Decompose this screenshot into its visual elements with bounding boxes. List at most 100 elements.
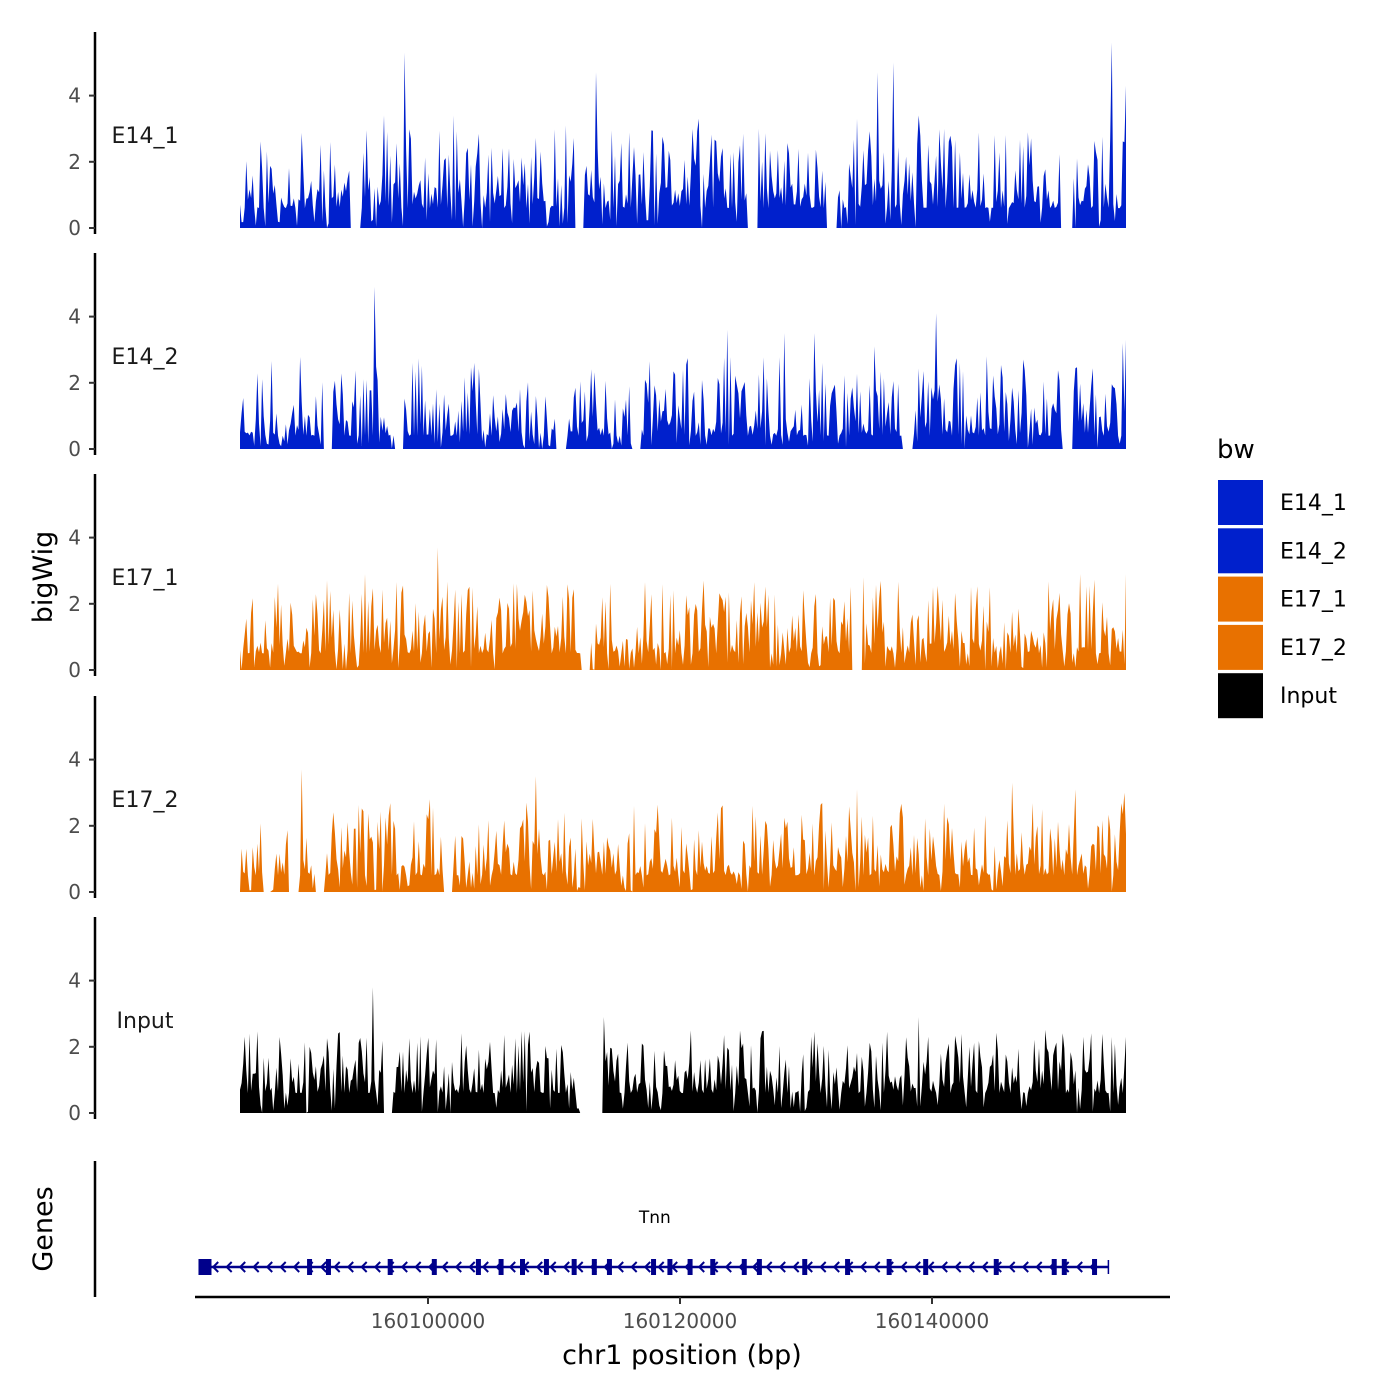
strand-arrow bbox=[940, 1261, 948, 1273]
track-panel-Input: 0 2 4 Input bbox=[68, 917, 1126, 1125]
gene-exon bbox=[325, 1259, 331, 1275]
strand-arrow bbox=[751, 1261, 759, 1273]
y-tick-label: 2 bbox=[68, 1035, 81, 1059]
legend-title: bw bbox=[1217, 435, 1255, 465]
strand-arrow bbox=[238, 1261, 246, 1273]
legend: bw E14_1 E14_2 E17_1 E17_2 Input bbox=[1217, 435, 1347, 719]
strand-arrow bbox=[468, 1261, 476, 1273]
y-tick-label: 0 bbox=[68, 880, 81, 904]
legend-key-Input bbox=[1218, 673, 1263, 719]
track-panel-E14_2: 0 2 4 E14_2 bbox=[68, 253, 1126, 461]
gene-exon bbox=[307, 1259, 313, 1275]
legend-label-E14_1: E14_1 bbox=[1280, 491, 1347, 516]
strand-arrow bbox=[319, 1261, 327, 1273]
gene-exon bbox=[1092, 1259, 1098, 1275]
strand-arrow bbox=[1035, 1261, 1043, 1273]
track-label-Input: Input bbox=[117, 1009, 174, 1034]
strand-arrow bbox=[967, 1261, 975, 1273]
gene-exon bbox=[431, 1259, 437, 1275]
gene-exon bbox=[543, 1259, 549, 1275]
strand-arrow bbox=[778, 1261, 786, 1273]
legend-label-E17_2: E17_2 bbox=[1280, 636, 1347, 661]
gene-name-label: Tnn bbox=[638, 1208, 671, 1228]
strand-arrow bbox=[819, 1261, 827, 1273]
gene-exon bbox=[591, 1259, 597, 1275]
strand-arrow bbox=[859, 1261, 867, 1273]
strand-arrow bbox=[724, 1261, 732, 1273]
y-tick-label: 4 bbox=[68, 526, 81, 550]
gene-layer: Tnn bbox=[93, 1161, 1110, 1297]
gene-exon bbox=[1061, 1259, 1067, 1275]
y-tick-label: 2 bbox=[68, 371, 81, 395]
strand-arrow bbox=[400, 1261, 408, 1273]
track-label-E14_1: E14_1 bbox=[112, 124, 179, 149]
strand-arrow bbox=[576, 1261, 584, 1273]
strand-arrow bbox=[414, 1261, 422, 1273]
strand-arrow bbox=[252, 1261, 260, 1273]
legend-key-E17_1 bbox=[1218, 576, 1263, 622]
gene-exon bbox=[1051, 1259, 1057, 1275]
genes-axis-title: Genes bbox=[28, 1186, 59, 1271]
y-tick-label: 2 bbox=[68, 814, 81, 838]
legend-label-E14_2: E14_2 bbox=[1280, 539, 1347, 564]
gene-exon bbox=[993, 1259, 999, 1275]
gene-exon bbox=[387, 1259, 393, 1275]
gene-exon bbox=[198, 1259, 212, 1275]
legend-key-E14_1 bbox=[1218, 480, 1263, 525]
strand-arrow bbox=[954, 1261, 962, 1273]
gene-exon bbox=[651, 1259, 657, 1275]
y-tick-label: 2 bbox=[68, 592, 81, 616]
strand-arrow bbox=[549, 1261, 557, 1273]
strand-arrow bbox=[265, 1261, 273, 1273]
coverage-area-E17_1 bbox=[240, 547, 1126, 670]
strand-arrow bbox=[454, 1261, 462, 1273]
strand-arrow bbox=[832, 1261, 840, 1273]
strand-arrow bbox=[360, 1261, 368, 1273]
strand-arrow bbox=[616, 1261, 624, 1273]
y-tick-label: 4 bbox=[68, 305, 81, 329]
track-label-E14_2: E14_2 bbox=[112, 345, 179, 370]
gene-exon bbox=[498, 1259, 504, 1275]
y-tick-label: 0 bbox=[68, 216, 81, 240]
strand-arrow bbox=[630, 1261, 638, 1273]
y-tick-label: 0 bbox=[68, 1101, 81, 1125]
coverage-area-E14_2 bbox=[240, 286, 1126, 449]
strand-arrow bbox=[535, 1261, 543, 1273]
strand-arrow bbox=[792, 1261, 800, 1273]
strand-arrow bbox=[441, 1261, 449, 1273]
y-tick-label: 0 bbox=[68, 437, 81, 461]
gene-exon bbox=[520, 1259, 525, 1275]
strand-arrow bbox=[913, 1261, 921, 1273]
strand-arrow bbox=[643, 1261, 651, 1273]
tracks-layer: 0 2 4 E14_1 0 2 4 E14_2 0 2 4 E17_1 0 2 4 E17_2 0 2 4 Input bbox=[68, 32, 1126, 1125]
strand-arrow bbox=[481, 1261, 489, 1273]
legend-label-E17_1: E17_1 bbox=[1280, 588, 1347, 613]
gene-exon bbox=[741, 1259, 747, 1275]
gene-exon bbox=[886, 1259, 892, 1275]
strand-arrow bbox=[900, 1261, 908, 1273]
strand-arrow bbox=[373, 1261, 381, 1273]
gene-exon bbox=[710, 1259, 716, 1275]
gene-exon bbox=[845, 1259, 851, 1275]
track-label-E17_2: E17_2 bbox=[112, 788, 179, 813]
coverage-area-E17_2 bbox=[240, 769, 1126, 892]
legend-key-E17_2 bbox=[1218, 624, 1263, 670]
y-tick-label: 0 bbox=[68, 658, 81, 682]
strand-arrow bbox=[508, 1261, 516, 1273]
strand-arrow bbox=[927, 1261, 935, 1273]
strand-arrow bbox=[1008, 1261, 1016, 1273]
coverage-area-E14_1 bbox=[240, 42, 1126, 228]
strand-arrow bbox=[697, 1261, 705, 1273]
x-axis: 160100000 160120000 160140000 bbox=[195, 1295, 1170, 1333]
strand-arrow bbox=[225, 1261, 233, 1273]
legend-key-E14_2 bbox=[1218, 528, 1263, 574]
track-panel-E17_1: 0 2 4 E17_1 bbox=[68, 474, 1126, 682]
gene-exon bbox=[802, 1259, 808, 1275]
gene-exon bbox=[687, 1259, 693, 1275]
gene-exon bbox=[475, 1259, 481, 1275]
y-tick-label: 4 bbox=[68, 748, 81, 772]
x-tick-label: 160140000 bbox=[875, 1309, 990, 1333]
strand-arrow bbox=[292, 1261, 300, 1273]
gene-exon bbox=[923, 1259, 929, 1275]
